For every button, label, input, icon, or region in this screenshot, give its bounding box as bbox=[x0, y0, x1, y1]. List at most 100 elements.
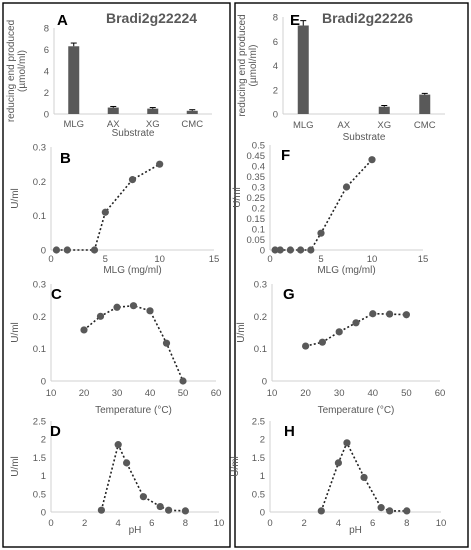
x-tick-label: CMC bbox=[181, 119, 203, 130]
y-tick-label: 1.5 bbox=[33, 453, 46, 464]
y-tick-label: 0 bbox=[273, 110, 278, 121]
data-point bbox=[318, 338, 326, 346]
bar bbox=[186, 110, 198, 114]
data-point bbox=[377, 504, 385, 512]
x-tick-label: 8 bbox=[404, 518, 409, 529]
y-tick-label: 0 bbox=[41, 377, 46, 388]
x-tick-label: XG bbox=[146, 119, 160, 130]
data-point bbox=[307, 246, 315, 254]
chart-title: Bradi2g22224 bbox=[106, 10, 197, 26]
y-tick-label: 0.3 bbox=[254, 280, 267, 291]
y-tick-label: 0.35 bbox=[247, 172, 266, 183]
y-tick-label: 0 bbox=[44, 110, 49, 121]
x-tick-label: AX bbox=[337, 120, 350, 131]
y-tick-label: 2 bbox=[260, 435, 265, 446]
data-point bbox=[181, 507, 189, 515]
panel-e: 0 2 4 6 8 E Bradi2g22226 MLG AX XG CMC Substrate red… bbox=[237, 10, 445, 143]
y-tick-label: 1 bbox=[260, 471, 265, 482]
x-tick-label: 8 bbox=[183, 518, 188, 529]
y-tick-label: 2 bbox=[44, 88, 49, 99]
x-tick-label: CMC bbox=[414, 120, 436, 131]
data-point bbox=[386, 310, 394, 318]
x-axis-title: MLG (mg/ml) bbox=[317, 265, 375, 276]
data-point bbox=[276, 246, 284, 254]
y-axis-title: U/ml bbox=[232, 187, 243, 208]
x-axis-title: MLG (mg/ml) bbox=[103, 265, 161, 276]
x-tick-label: 4 bbox=[336, 518, 341, 529]
x-tick-label: 6 bbox=[370, 518, 375, 529]
panel-f: 00.050.10.150.20.250.30.350.40.450.5 F 0 5 1… bbox=[232, 141, 428, 277]
data-point bbox=[96, 312, 105, 320]
bar bbox=[107, 107, 119, 114]
y-tick-label: 0.3 bbox=[252, 183, 265, 194]
y-tick-label: 1 bbox=[41, 471, 46, 482]
x-tick-label: 10 bbox=[267, 388, 278, 399]
panel-letter: F bbox=[281, 147, 290, 164]
data-point bbox=[286, 246, 294, 254]
y-tick-label: 0.5 bbox=[33, 489, 46, 500]
x-tick-label: 50 bbox=[401, 388, 412, 399]
y-axis-title: U/ml bbox=[10, 456, 21, 477]
trend-line bbox=[100, 442, 186, 512]
data-point bbox=[156, 160, 164, 168]
data-point bbox=[128, 176, 137, 184]
x-tick-label: 0 bbox=[48, 518, 53, 529]
x-axis-title: Temperature (°C) bbox=[95, 405, 172, 416]
y-tick-label: 0 bbox=[41, 246, 46, 257]
y-tick-label: 0.45 bbox=[247, 151, 266, 162]
y-tick-label: 0.5 bbox=[252, 489, 265, 500]
x-tick-label: 0 bbox=[267, 254, 272, 265]
data-point bbox=[179, 377, 187, 385]
right-column-frame bbox=[234, 2, 469, 548]
panel-a: 0 2 4 6 8 A Bradi2g22224 MLG AX XG CMC Substrate red… bbox=[6, 10, 212, 139]
panel-letter: D bbox=[50, 423, 61, 440]
x-axis-title: Substrate bbox=[343, 132, 386, 143]
x-tick-label: 10 bbox=[46, 388, 57, 399]
data-point bbox=[402, 311, 410, 319]
x-tick-label: 30 bbox=[112, 388, 123, 399]
trend-line bbox=[56, 163, 161, 251]
data-point bbox=[334, 459, 342, 467]
data-point bbox=[113, 303, 121, 311]
y-tick-label: 0 bbox=[260, 246, 265, 257]
y-axis-title: U/ml bbox=[10, 188, 21, 209]
data-point bbox=[156, 502, 164, 511]
data-point bbox=[52, 246, 61, 254]
x-tick-label: 2 bbox=[82, 518, 87, 529]
y-tick-label: 0.15 bbox=[247, 214, 266, 225]
x-tick-label: 60 bbox=[211, 388, 222, 399]
panel-letter: H bbox=[284, 423, 295, 440]
x-tick-label: 10 bbox=[436, 518, 447, 529]
panel-letter: G bbox=[283, 286, 295, 303]
y-tick-label: 8 bbox=[273, 13, 278, 24]
bar bbox=[378, 106, 390, 114]
panel-letter: C bbox=[51, 286, 62, 303]
y-tick-label: 0.5 bbox=[252, 141, 265, 152]
x-tick-label: MLG bbox=[293, 120, 314, 131]
panel-letter: A bbox=[57, 12, 68, 29]
panel-d: 0 0.5 1 1.5 2 2.5 D 0 2 4 6 8 10 pH U/ml bbox=[10, 417, 224, 537]
x-tick-label: 10 bbox=[154, 254, 165, 265]
data-point bbox=[302, 342, 310, 350]
data-point bbox=[114, 441, 122, 449]
panel-h: 0 0.5 1 1.5 2 2.5 H 0 2 4 6 8 10 pH U/ml bbox=[230, 417, 446, 537]
data-point bbox=[317, 229, 325, 237]
data-point bbox=[342, 183, 351, 191]
x-tick-label: 40 bbox=[145, 388, 156, 399]
data-point bbox=[63, 246, 71, 254]
y-tick-label: 8 bbox=[44, 24, 49, 35]
x-tick-label: 30 bbox=[334, 388, 345, 399]
data-point bbox=[335, 328, 343, 336]
data-point bbox=[297, 246, 305, 254]
panel-g: 0 0.1 0.2 0.3 G 10 20 30 40 50 60 Temperature (°C) U… bbox=[236, 280, 445, 417]
y-tick-label: 2.5 bbox=[33, 417, 46, 428]
y-tick-label: 0 bbox=[41, 508, 46, 519]
x-tick-label: 20 bbox=[79, 388, 90, 399]
y-tick-label: 1.5 bbox=[252, 453, 265, 464]
x-axis-title: Substrate bbox=[112, 128, 155, 139]
x-tick-label: XG bbox=[377, 120, 391, 131]
y-tick-label: 0.2 bbox=[33, 177, 46, 188]
y-tick-label: 0.3 bbox=[33, 143, 46, 154]
